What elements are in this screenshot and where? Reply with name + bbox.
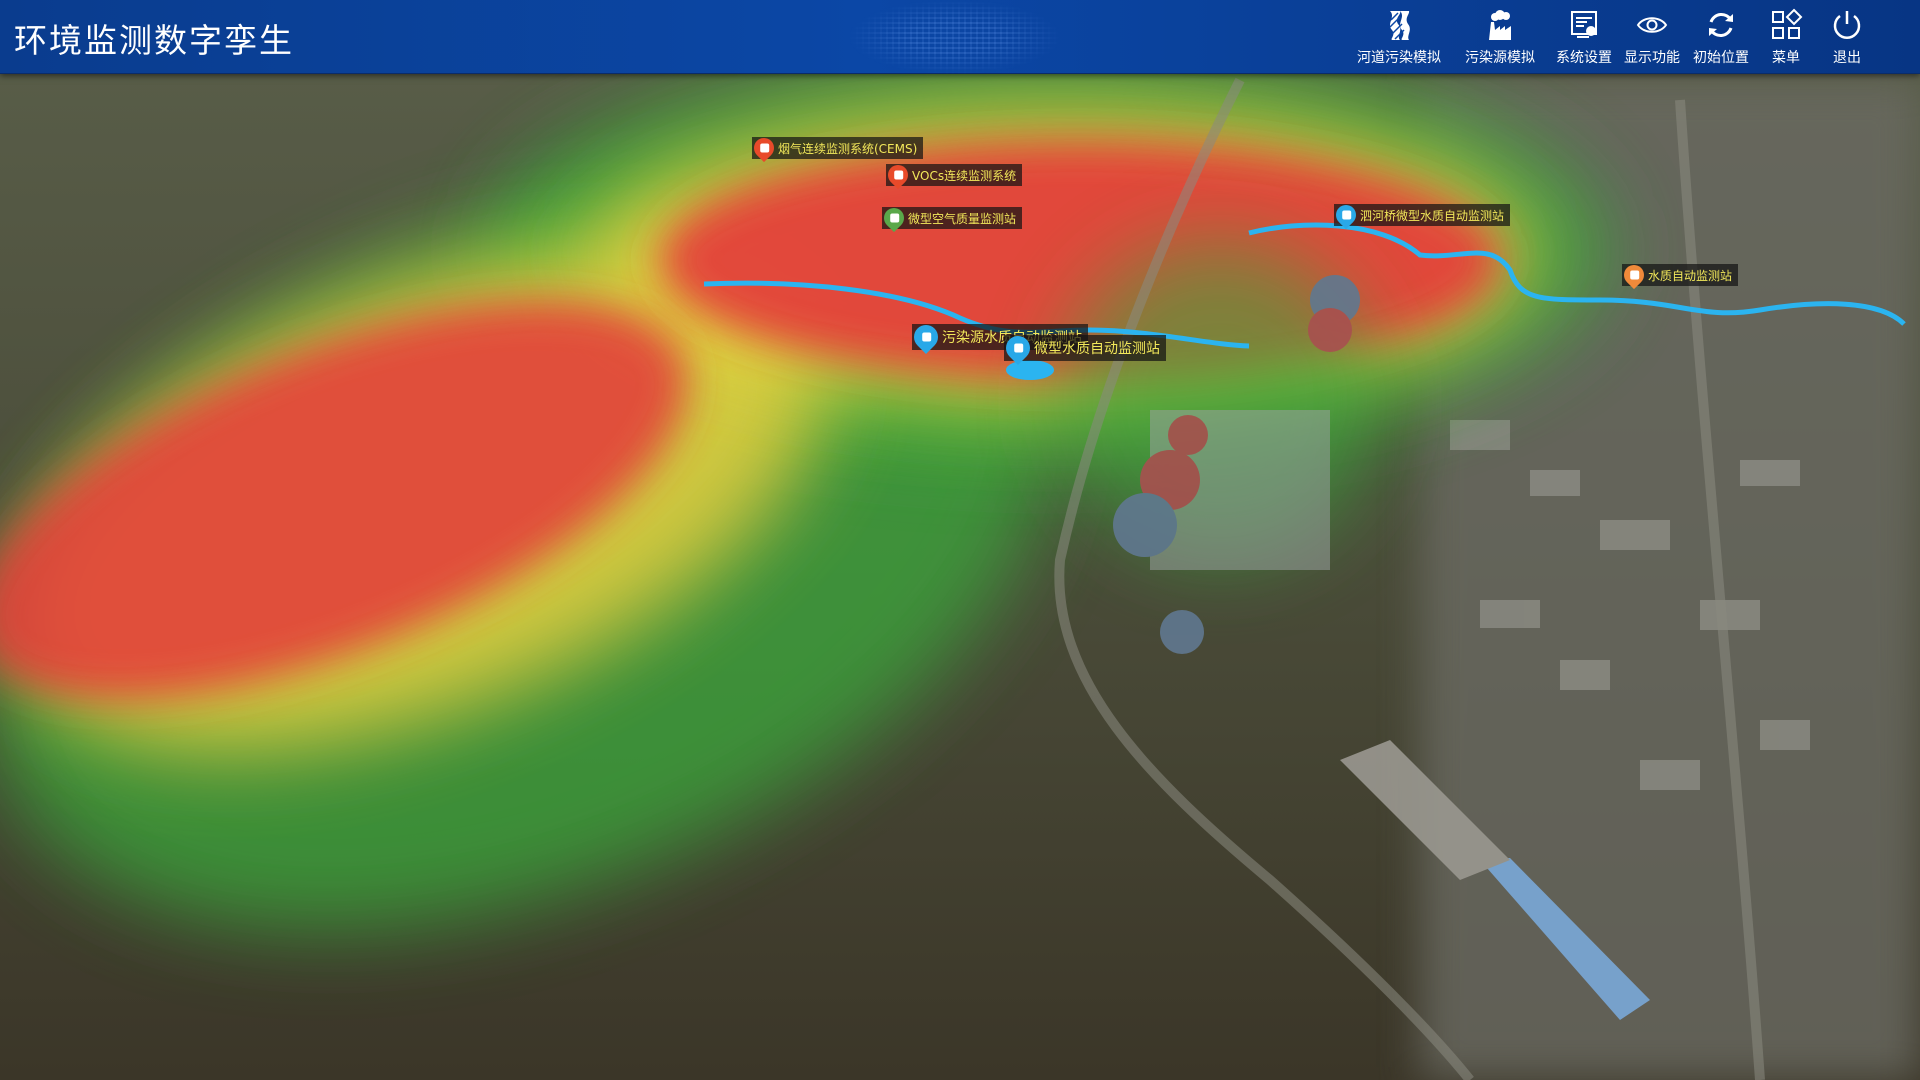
- header-decoration: [850, 0, 1060, 74]
- water-station-pin-icon: [1619, 260, 1649, 290]
- app-title: 环境监测数字孪生: [14, 21, 294, 60]
- exit-button[interactable]: 退出: [1802, 8, 1892, 67]
- water-quality-pin-icon: [1331, 200, 1361, 230]
- menu-button[interactable]: 菜单: [1741, 8, 1831, 67]
- industrial-plant: [1113, 275, 1650, 1020]
- marker-water-station[interactable]: 水质自动监测站: [1619, 260, 1739, 290]
- water-quality-pin-icon: [1001, 331, 1035, 365]
- menu-grid-icon: [1772, 8, 1803, 39]
- marker-cems[interactable]: 烟气连续监测系统(CEMS): [749, 133, 924, 163]
- pond: [1006, 360, 1054, 380]
- smoke-monitor-pin-icon: [749, 133, 779, 163]
- river-pollution-icon: [1389, 11, 1410, 40]
- initial-position-button[interactable]: 初始位置: [1676, 8, 1766, 67]
- top-header: 环境监测数字孪生 河道污染模拟 污染源模拟 系统设置 显示功能 初始位置 菜单 …: [0, 0, 1920, 74]
- refresh-icon: [1709, 13, 1733, 37]
- river-pollution-sim-button[interactable]: 河道污染模拟: [1354, 8, 1444, 67]
- heatmap-overlay: [0, 50, 1610, 931]
- air-quality-pin-icon: [879, 203, 909, 233]
- vocs-monitor-pin-icon: [883, 160, 913, 190]
- marker-vocs[interactable]: VOCs连续监测系统: [883, 160, 1023, 190]
- marker-air-quality[interactable]: 微型空气质量监测站: [879, 203, 1023, 233]
- marker-micro-water[interactable]: 微型水质自动监测站: [1001, 331, 1166, 365]
- system-settings-button[interactable]: 系统设置: [1539, 8, 1629, 67]
- city-blocks: [1450, 420, 1810, 790]
- pollution-source-sim-button[interactable]: 污染源模拟: [1455, 8, 1545, 67]
- settings-icon: [1571, 11, 1597, 38]
- factory-icon: [1489, 10, 1511, 40]
- power-icon: [1833, 11, 1861, 39]
- display-function-button[interactable]: 显示功能: [1607, 8, 1697, 67]
- road: [1054, 77, 1765, 1080]
- marker-sihe-bridge-water[interactable]: 泗河桥微型水质自动监测站: [1331, 200, 1511, 230]
- water-quality-pin-icon: [909, 320, 943, 354]
- eye-icon: [1636, 17, 1668, 33]
